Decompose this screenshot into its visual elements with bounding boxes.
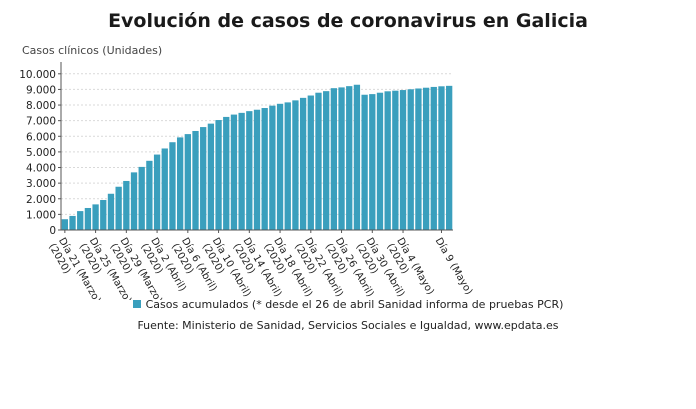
bar <box>146 160 153 230</box>
bar <box>315 92 322 231</box>
bar <box>361 94 368 231</box>
y-tick-label: 5.000 <box>26 147 56 159</box>
bar <box>422 87 430 231</box>
bar <box>299 97 307 230</box>
bar <box>207 123 215 230</box>
chart-title: Evolución de casos de coronavirus en Gal… <box>108 10 588 32</box>
bar <box>192 130 199 230</box>
bar <box>61 219 68 230</box>
bar <box>246 111 253 230</box>
legend-label: Casos acumulados (* desde el 26 de abril… <box>145 298 564 311</box>
y-tick-label: 9.000 <box>26 84 56 96</box>
bar <box>261 108 268 230</box>
bar <box>384 91 391 230</box>
bars <box>61 84 453 231</box>
bar <box>346 86 353 231</box>
bar <box>92 204 99 230</box>
y-tick-label: 8.000 <box>26 100 56 112</box>
bar <box>446 85 453 230</box>
bar <box>430 86 437 231</box>
bar <box>438 86 445 230</box>
bar <box>215 120 222 230</box>
y-axis: 0 1.000 2.000 3.000 4.000 5.000 6.000 7.000 8.00… <box>19 62 62 237</box>
legend: Casos acumulados (* desde el 26 de abril… <box>0 298 696 311</box>
bar <box>369 94 376 230</box>
bar <box>169 142 176 230</box>
bar-chart: 0 1.000 2.000 3.000 4.000 5.000 6.000 7.000 8.00… <box>19 62 475 300</box>
y-tick-label: 0 <box>49 225 56 237</box>
bar <box>330 88 338 231</box>
bar <box>253 109 261 230</box>
bar <box>84 207 92 230</box>
y-tick-label: 2.000 <box>26 194 56 206</box>
bar <box>200 127 207 230</box>
bar <box>69 215 76 230</box>
bar <box>284 102 291 230</box>
bar <box>184 134 191 230</box>
bar <box>376 92 384 231</box>
bar <box>115 186 122 230</box>
bar <box>338 87 345 231</box>
bar <box>415 88 422 231</box>
bar <box>323 91 330 231</box>
bar <box>107 193 115 230</box>
bar <box>392 90 399 231</box>
bar <box>399 90 407 230</box>
bar <box>238 112 245 230</box>
y-tick-label: 7.000 <box>26 116 56 128</box>
y-tick-label: 4.000 <box>26 163 56 175</box>
bar <box>292 100 299 230</box>
bar <box>138 166 145 230</box>
bar <box>230 114 238 230</box>
x-axis: Día 21 (Marzo)(2020) Día 25 (Marzo)(2020)… <box>46 229 475 300</box>
bar <box>130 172 138 230</box>
bar <box>161 148 168 230</box>
bar <box>100 200 107 230</box>
bar <box>153 154 161 230</box>
y-tick-label: 10.000 <box>19 69 56 81</box>
bar <box>176 137 184 230</box>
x-tick-label: Día 9 (Mayo) <box>433 236 475 297</box>
y-tick-label: 1.000 <box>26 209 56 221</box>
legend-swatch <box>132 300 141 308</box>
bar <box>353 84 361 231</box>
bar <box>77 211 84 230</box>
y-tick-label: 3.000 <box>26 178 56 190</box>
source-note: Fuente: Ministerio de Sanidad, Servicios… <box>137 319 559 332</box>
bar <box>123 180 130 230</box>
bar <box>276 103 284 230</box>
y-tick-label: 6.000 <box>26 131 56 143</box>
bar <box>407 89 414 231</box>
bar <box>223 116 230 230</box>
y-axis-label: Casos clínicos (Unidades) <box>22 44 163 57</box>
bar <box>269 105 276 230</box>
bar <box>307 95 314 231</box>
